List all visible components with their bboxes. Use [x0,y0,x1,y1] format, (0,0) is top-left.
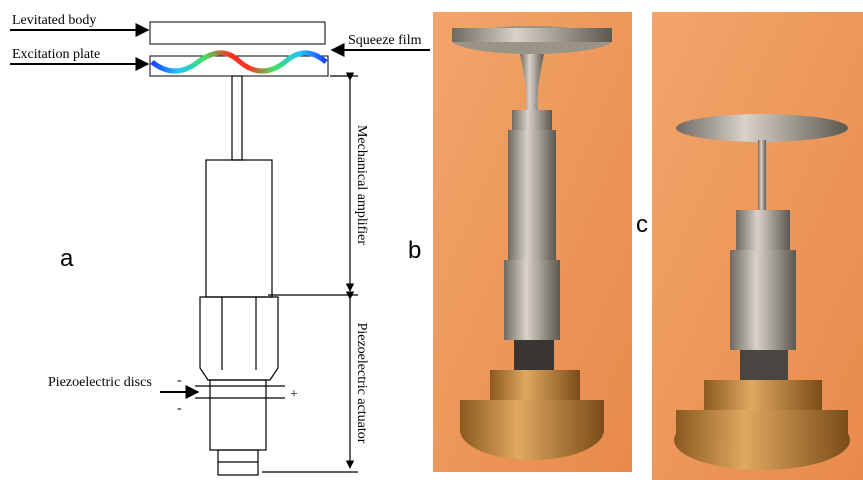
levitated-body [149,21,326,45]
panel-label: b [408,237,421,264]
hex-body [199,296,279,381]
sign: + [290,387,298,402]
label: Levitated body [12,13,96,28]
panel-label: c [636,211,648,238]
label: Mechanical amplifier [354,125,369,245]
sign: - [177,401,182,416]
actuator-body [209,379,267,451]
photo-b: b [408,12,632,472]
rod [231,75,243,161]
plate-mode-shape [150,50,328,74]
label: Squeeze film [348,33,422,48]
schematic: Levitated body Excitation plate Squeeze … [10,13,430,476]
panel-label: a [60,245,74,272]
photo-c: c [636,12,863,480]
label: Piezoelectric actuator [354,323,369,444]
amplifier-body [205,159,273,298]
label: Piezoelectric discs [48,375,152,390]
sign: - [177,373,182,388]
label: Excitation plate [12,47,100,62]
